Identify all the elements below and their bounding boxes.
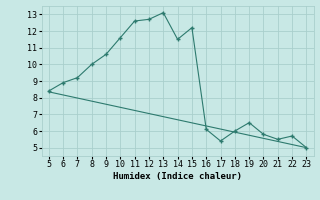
X-axis label: Humidex (Indice chaleur): Humidex (Indice chaleur) xyxy=(113,172,242,181)
